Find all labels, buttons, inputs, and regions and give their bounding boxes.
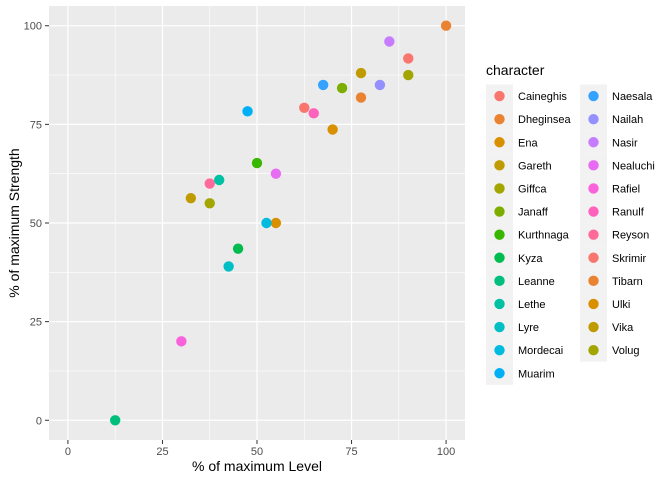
- legend-key-vika: [588, 321, 599, 333]
- legend-key-tibarn: [588, 275, 599, 287]
- data-point-ena: [270, 217, 282, 229]
- legend-key-nealuchi: [588, 160, 599, 171]
- data-point-volug: [204, 198, 215, 209]
- legend-key-nailah: [588, 113, 599, 125]
- legend-label: Kurthnaga: [518, 230, 570, 242]
- x-tick-label: 100: [437, 446, 455, 458]
- data-point-muarim: [242, 106, 253, 117]
- legend-key-nasir: [588, 137, 599, 148]
- data-point-nailah: [374, 79, 386, 91]
- legend: Caineghis Dheginsea Ena Gareth Giffca Janaff K…: [486, 84, 655, 385]
- legend-key-naesala: [588, 90, 599, 102]
- y-tick-label: 50: [30, 218, 42, 230]
- legend-key-leanne: [494, 275, 505, 287]
- data-point-nasir: [384, 36, 395, 47]
- legend-key-dheginsea: [494, 113, 505, 125]
- legend-key-mordecai: [494, 344, 505, 356]
- legend-label: Nealuchi: [612, 160, 655, 172]
- legend-key-skrimir: [588, 252, 599, 263]
- legend-label: Rafiel: [612, 183, 640, 195]
- legend-key-janaff: [494, 206, 505, 217]
- legend-label: Gareth: [518, 160, 552, 172]
- legend-label: Nasir: [612, 137, 638, 149]
- legend-key-lyre: [494, 321, 505, 333]
- data-point-nealuchi: [270, 168, 282, 179]
- legend-key-reyson: [588, 229, 599, 240]
- legend-key-gareth: [494, 160, 505, 171]
- data-point-mordecai: [261, 217, 272, 229]
- x-tick-label: 25: [156, 446, 168, 458]
- x-axis-label: % of maximum Level: [192, 458, 322, 474]
- data-point-vika: [185, 192, 197, 204]
- data-point-naesala: [317, 79, 329, 91]
- legend-label: Ulki: [612, 299, 630, 311]
- legend-key-lethe: [494, 298, 505, 310]
- legend-key-volug: [588, 344, 599, 356]
- legend-label: Ranulf: [612, 207, 645, 219]
- legend-label: Caineghis: [518, 91, 567, 103]
- legend-key-ranulf: [588, 206, 599, 217]
- data-point-lethe: [213, 174, 225, 186]
- y-tick-label: 100: [24, 21, 42, 33]
- data-point-caineghis: [403, 53, 414, 64]
- legend-label: Ena: [518, 137, 538, 149]
- legend-label: Leanne: [518, 276, 555, 288]
- x-axis: 0 25 50 75 100: [65, 440, 455, 458]
- legend-title: character: [486, 62, 545, 78]
- x-tick-label: 0: [65, 446, 71, 458]
- legend-label: Muarim: [518, 368, 555, 380]
- data-point-gareth: [355, 67, 367, 79]
- data-point-giffca: [403, 69, 414, 81]
- legend-label: Lyre: [518, 322, 539, 334]
- legend-key-ena: [494, 137, 505, 148]
- legend-key-rafiel: [588, 183, 599, 194]
- legend-label: Kyza: [518, 253, 543, 265]
- legend-label: Vika: [612, 322, 634, 334]
- data-point-ulki: [327, 124, 338, 135]
- x-tick-label: 75: [345, 446, 357, 458]
- legend-key-kurthnaga: [494, 229, 505, 240]
- y-axis-label: % of maximum Strength: [6, 148, 22, 297]
- y-tick-label: 0: [36, 415, 42, 427]
- data-point-ranulf: [308, 108, 319, 119]
- legend-key-ulki: [588, 298, 599, 310]
- data-point-kyza: [232, 243, 244, 254]
- legend-label: Nailah: [612, 114, 643, 126]
- legend-key-giffca: [494, 183, 505, 194]
- legend-label: Skrimir: [612, 253, 647, 265]
- legend-label: Volug: [612, 345, 640, 357]
- y-axis: 0 25 50 75 100: [24, 21, 49, 427]
- legend-label: Tibarn: [612, 276, 643, 288]
- y-tick-label: 25: [30, 317, 42, 329]
- major-gridlines: [49, 6, 465, 440]
- legend-label: Dheginsea: [518, 114, 571, 126]
- data-point-tibarn: [355, 92, 367, 103]
- data-point-lyre: [223, 261, 234, 272]
- data-point-kurthnaga: [251, 157, 263, 169]
- legend-key-muarim: [494, 368, 505, 379]
- legend-key-kyza: [494, 252, 505, 263]
- data-point-dheginsea: [440, 20, 452, 31]
- data-point-janaff: [336, 82, 348, 94]
- x-tick-label: 50: [251, 446, 263, 458]
- data-point-skrimir: [299, 102, 310, 113]
- legend-label: Lethe: [518, 299, 546, 311]
- legend-label: Reyson: [612, 230, 649, 242]
- legend-label: Naesala: [612, 91, 653, 103]
- data-point-leanne: [109, 415, 121, 426]
- legend-label: Giffca: [518, 183, 547, 195]
- legend-label: Mordecai: [518, 345, 563, 357]
- y-tick-label: 75: [30, 119, 42, 131]
- data-point-reyson: [204, 178, 215, 189]
- legend-key-caineghis: [494, 90, 505, 102]
- legend-label: Janaff: [518, 207, 549, 219]
- data-point-rafiel: [176, 336, 187, 347]
- data-points: [109, 20, 452, 426]
